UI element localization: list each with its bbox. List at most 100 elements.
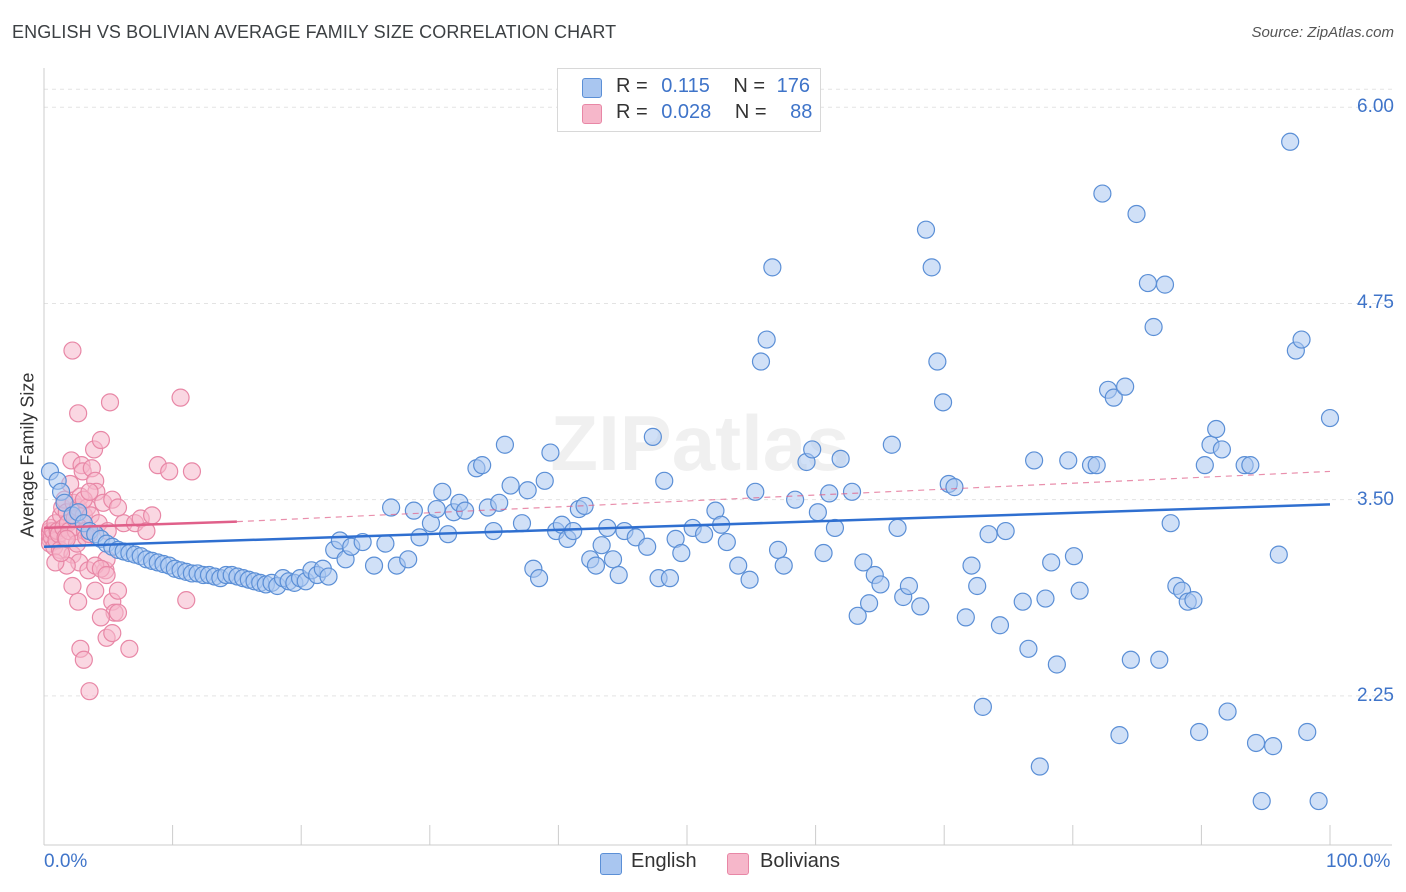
english-point (1013, 592, 1032, 611)
bolivian-point (137, 521, 156, 541)
bolivian-point (143, 506, 162, 525)
english-point (1320, 408, 1340, 428)
bottom-legend-swatch-english (600, 853, 622, 875)
bolivian-point (63, 576, 82, 596)
english-point (1138, 273, 1158, 293)
english-point (933, 393, 953, 412)
english-point (1150, 650, 1169, 669)
bolivian-point (74, 650, 93, 669)
english-point (1030, 757, 1049, 776)
english-point (774, 556, 793, 575)
english-point (1212, 440, 1231, 459)
bolivian-point (97, 565, 116, 585)
bottom-legend-label-bolivian: Bolivians (760, 850, 841, 872)
english-point (1093, 184, 1112, 203)
bottom-legend-label-english: English (631, 850, 697, 872)
english-point (404, 501, 423, 520)
english-point (825, 518, 845, 538)
english-point (820, 484, 839, 503)
y-tick-label-3: 6.00 (1357, 96, 1394, 118)
english-point (746, 482, 765, 501)
english-point (911, 597, 930, 616)
english-point (757, 330, 776, 349)
bolivian-point (100, 393, 120, 412)
english-point (564, 521, 583, 541)
english-point (541, 443, 560, 462)
legend-english-r-value: 0.115 (661, 75, 710, 97)
x-tick-label-max: 100.0% (1326, 851, 1391, 872)
english-point (1127, 204, 1146, 224)
english-point (473, 456, 492, 475)
english-point (871, 575, 890, 594)
english-point (1042, 553, 1061, 572)
legend-english-r-label: R = (616, 75, 648, 97)
bolivian-point (103, 623, 122, 643)
english-point (803, 440, 822, 459)
english-point (1070, 581, 1089, 600)
english-point (1190, 722, 1209, 742)
english-point (729, 556, 748, 575)
english-point (956, 608, 975, 627)
english-point (1064, 547, 1084, 566)
source-label: Source: ZipAtlas.com (1251, 24, 1394, 41)
english-point (575, 496, 594, 516)
english-point (319, 567, 338, 586)
english-point (916, 220, 936, 239)
legend-english-n-label: N = (733, 75, 766, 97)
english-point (1144, 317, 1163, 337)
english-point (495, 435, 515, 454)
english-point (1047, 655, 1066, 674)
english-point (763, 258, 782, 277)
english-point (1036, 589, 1055, 608)
x-tick-label-min: 0.0% (44, 851, 88, 872)
english-trend-line (43, 503, 1331, 549)
english-point (808, 503, 827, 522)
english-point (1184, 591, 1203, 610)
bolivian-point (108, 581, 128, 600)
english-point (1195, 456, 1214, 475)
english-point (1281, 132, 1300, 151)
english-point (427, 499, 446, 519)
english-point (1059, 451, 1078, 470)
bolivian-point (69, 404, 88, 423)
english-point (831, 449, 850, 468)
english-point (376, 534, 395, 553)
bolivian-point (91, 608, 111, 627)
english-point (1161, 514, 1180, 533)
english-point (1025, 451, 1044, 470)
legend-swatch-english (582, 78, 602, 98)
legend-bolivian-r-value: 0.028 (661, 101, 712, 123)
legend-english-n-value: 176 (776, 75, 811, 97)
english-point (1252, 791, 1271, 811)
bolivian-point (69, 592, 88, 611)
bolivian-point (91, 430, 111, 450)
english-point (962, 556, 981, 575)
english-point (1218, 702, 1237, 721)
english-point (1269, 545, 1288, 564)
trend-lines (43, 470, 1331, 549)
chart-title: ENGLISH VS BOLIVIAN AVERAGE FAMILY SIZE … (12, 22, 617, 42)
english-point (592, 536, 611, 555)
english-point (1121, 650, 1140, 669)
bolivian-point (160, 462, 179, 481)
watermark: ZIPatlas (550, 399, 849, 487)
english-point (512, 514, 532, 533)
english-point (1110, 726, 1129, 745)
english-point (990, 616, 1010, 635)
english-point (928, 352, 947, 371)
english-point (751, 352, 771, 371)
bolivian-point (177, 591, 196, 610)
english-point (609, 565, 628, 585)
legend-bolivian-r-label: R = (616, 101, 648, 123)
english-point (1087, 456, 1106, 475)
english-point (660, 569, 680, 588)
y-axis-label: Average Family Size (17, 372, 38, 538)
english-points (40, 132, 1340, 811)
english-point (410, 528, 429, 547)
bolivian-point (80, 482, 99, 501)
english-point (814, 543, 833, 563)
bolivian-trend-line (43, 520, 237, 530)
english-point (501, 476, 520, 495)
english-point (433, 482, 452, 501)
